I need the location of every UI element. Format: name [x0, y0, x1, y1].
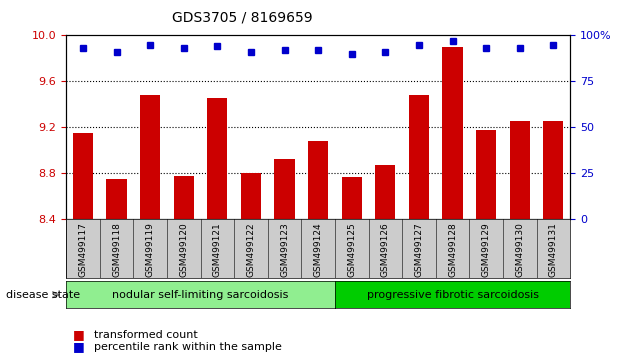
Bar: [241, 173, 261, 219]
Text: GDS3705 / 8169659: GDS3705 / 8169659: [172, 11, 313, 25]
Text: disease state: disease state: [6, 290, 81, 300]
Text: GSM499127: GSM499127: [415, 222, 423, 277]
Bar: [73, 133, 93, 219]
Text: nodular self-limiting sarcoidosis: nodular self-limiting sarcoidosis: [112, 290, 289, 300]
Bar: [106, 179, 127, 219]
Text: GSM499128: GSM499128: [448, 222, 457, 277]
Bar: [543, 120, 563, 219]
Text: GSM499118: GSM499118: [112, 222, 121, 277]
Text: GSM499121: GSM499121: [213, 222, 222, 277]
Bar: [375, 165, 396, 219]
Text: progressive fibrotic sarcoidosis: progressive fibrotic sarcoidosis: [367, 290, 539, 300]
Text: GSM499129: GSM499129: [482, 222, 491, 277]
Text: GSM499122: GSM499122: [246, 222, 255, 277]
Bar: [275, 159, 295, 219]
Text: GSM499130: GSM499130: [515, 222, 524, 277]
Text: ■: ■: [72, 328, 84, 341]
Bar: [140, 95, 160, 219]
Text: GSM499123: GSM499123: [280, 222, 289, 277]
Bar: [341, 177, 362, 219]
Text: GSM499131: GSM499131: [549, 222, 558, 277]
Text: ■: ■: [72, 341, 84, 353]
Text: GSM499125: GSM499125: [347, 222, 356, 277]
Text: GSM499117: GSM499117: [79, 222, 88, 277]
Text: GSM499119: GSM499119: [146, 222, 154, 277]
Bar: [308, 141, 328, 219]
Bar: [442, 47, 462, 219]
Text: GSM499120: GSM499120: [180, 222, 188, 277]
Bar: [409, 95, 429, 219]
Bar: [174, 176, 194, 219]
Text: GSM499124: GSM499124: [314, 222, 323, 277]
Bar: [207, 97, 227, 219]
Text: GSM499126: GSM499126: [381, 222, 390, 277]
Text: transformed count: transformed count: [94, 330, 198, 339]
Text: percentile rank within the sample: percentile rank within the sample: [94, 342, 282, 352]
Bar: [510, 120, 530, 219]
Bar: [476, 130, 496, 219]
